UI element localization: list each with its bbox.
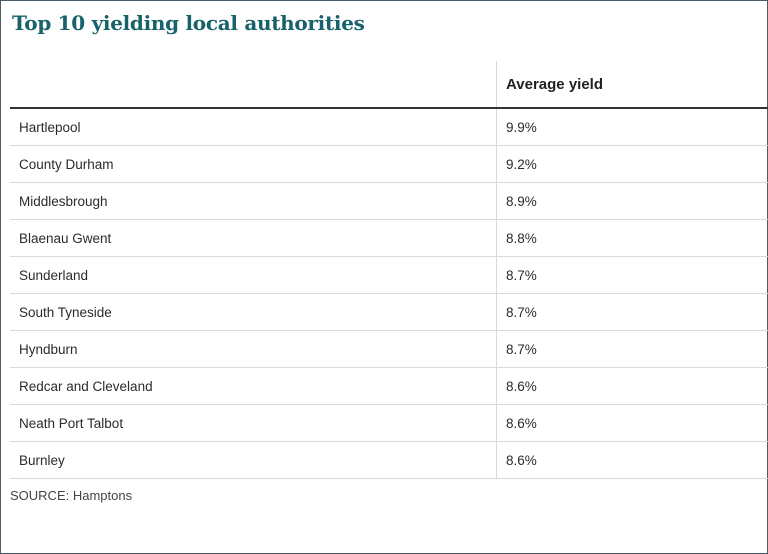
- authority-name-cell: Hyndburn: [10, 330, 497, 368]
- table-row: Blaenau Gwent 8.8%: [10, 219, 768, 257]
- average-yield-cell: 9.2%: [496, 145, 768, 183]
- authority-name-cell: Neath Port Talbot: [10, 404, 497, 442]
- average-yield-cell: 8.7%: [496, 293, 768, 331]
- average-yield-cell: 8.6%: [496, 367, 768, 405]
- authority-name-cell: Redcar and Cleveland: [10, 367, 497, 405]
- column-header-average-yield: Average yield: [496, 61, 768, 109]
- average-yield-cell: 8.6%: [496, 441, 768, 479]
- authority-name-cell: County Durham: [10, 145, 497, 183]
- table-body: Hartlepool 9.9% County Durham 9.2% Middlesbr…: [10, 108, 768, 479]
- table-row: County Durham 9.2%: [10, 145, 768, 183]
- authority-name-cell: South Tyneside: [10, 293, 497, 331]
- table-row: South Tyneside 8.7%: [10, 293, 768, 331]
- table-row: Hartlepool 9.9%: [10, 108, 768, 146]
- table-row: Hyndburn 8.7%: [10, 330, 768, 368]
- chart-title: Top 10 yielding local authorities: [12, 11, 365, 35]
- authority-name-cell: Sunderland: [10, 256, 497, 294]
- source-note: SOURCE: Hamptons: [10, 488, 133, 503]
- average-yield-cell: 8.7%: [496, 256, 768, 294]
- table-row: Redcar and Cleveland 8.6%: [10, 367, 768, 405]
- authority-name-cell: Burnley: [10, 441, 497, 479]
- authority-name-cell: Hartlepool: [10, 108, 497, 146]
- table-row: Burnley 8.6%: [10, 441, 768, 479]
- authority-name-cell: Blaenau Gwent: [10, 219, 497, 257]
- table-row: Middlesbrough 8.9%: [10, 182, 768, 220]
- average-yield-cell: 8.8%: [496, 219, 768, 257]
- average-yield-cell: 8.7%: [496, 330, 768, 368]
- average-yield-cell: 8.9%: [496, 182, 768, 220]
- average-yield-cell: 8.6%: [496, 404, 768, 442]
- header-row: Average yield: [10, 61, 768, 109]
- average-yield-cell: 9.9%: [496, 108, 768, 146]
- column-header-name: [10, 61, 497, 109]
- table-row: Neath Port Talbot 8.6%: [10, 404, 768, 442]
- table-row: Sunderland 8.7%: [10, 256, 768, 294]
- authority-name-cell: Middlesbrough: [10, 182, 497, 220]
- data-table: Average yield Hartlepool 9.9% County Durha…: [10, 61, 768, 479]
